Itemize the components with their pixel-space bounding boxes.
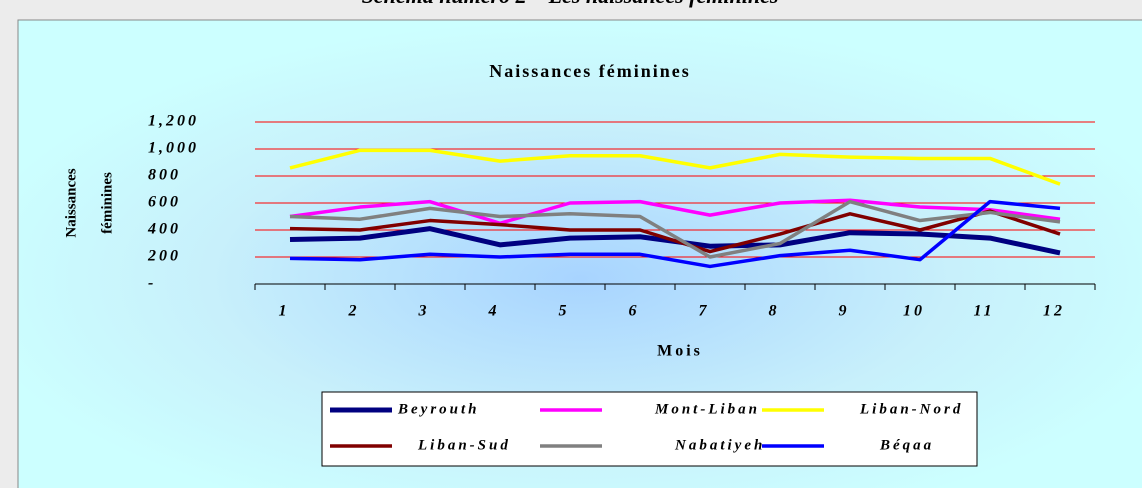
x-axis-label: Mois: [657, 343, 703, 360]
y-tick-label: 1,200: [148, 113, 199, 130]
series-line: [289, 198, 1061, 225]
y-axis-label-line: féminines: [99, 172, 115, 234]
y-tick-label: -: [148, 275, 156, 292]
x-tick-label: 3: [418, 303, 430, 320]
y-axis-label-line: Naissances: [63, 168, 79, 237]
x-tick-label: 11: [973, 303, 994, 320]
series-line: [289, 199, 1061, 259]
x-tick-label: 10: [903, 303, 925, 320]
chart-title: Naissances féminines: [489, 61, 691, 81]
x-tick-label: 5: [559, 303, 570, 320]
legend-label: Nabatiyeh: [674, 437, 765, 453]
y-tick-label: 1,000: [148, 140, 199, 157]
legend-label: Liban-Nord: [859, 401, 963, 417]
y-tick-label: 200: [147, 248, 181, 265]
x-tick-label: 4: [488, 303, 500, 320]
x-tick-label: 6: [629, 303, 640, 320]
series-line: [289, 209, 1061, 254]
caption: Schéma numéro 2 – Les naissances féminin…: [362, 0, 779, 8]
series-line: [289, 199, 1061, 269]
legend-label: Mont-Liban: [654, 401, 760, 417]
y-tick-label: 800: [148, 167, 181, 184]
y-tick-label: 400: [147, 221, 181, 238]
legend-label: Beyrouth: [397, 401, 480, 417]
legend-label: Liban-Sud: [417, 437, 511, 453]
x-tick-label: 2: [348, 303, 360, 320]
x-tick-label: 1: [279, 303, 290, 320]
x-tick-label: 8: [769, 303, 780, 320]
x-tick-label: 12: [1043, 303, 1065, 320]
y-axis-label: Naissances féminines: [63, 168, 115, 237]
series-line: [289, 148, 1061, 186]
legend: [321, 391, 978, 467]
x-tick-label: 7: [699, 303, 710, 320]
y-tick-label: 600: [148, 194, 181, 211]
x-tick-label: 9: [839, 303, 850, 320]
legend-label: Béqaa: [879, 437, 934, 453]
